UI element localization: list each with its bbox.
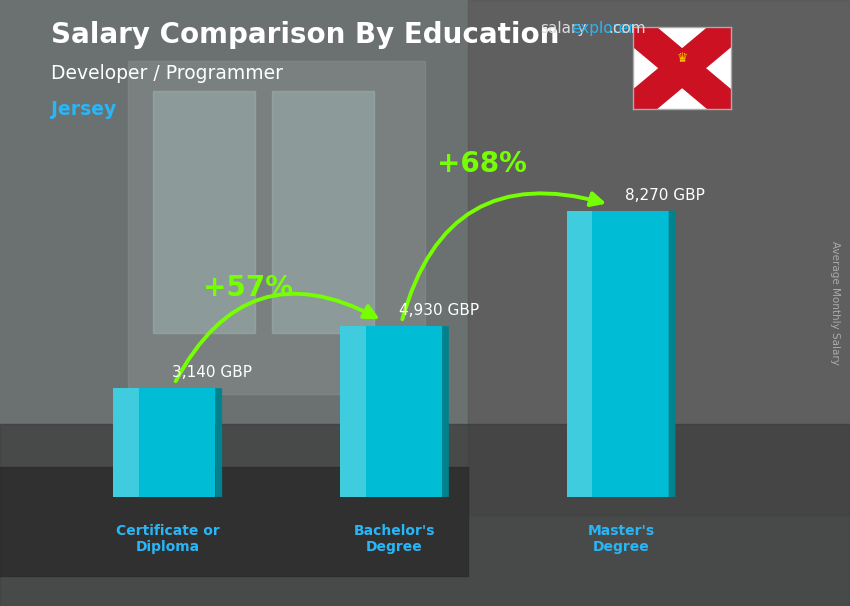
Polygon shape <box>113 388 215 497</box>
Polygon shape <box>633 27 731 109</box>
Polygon shape <box>340 326 366 497</box>
Text: 4,930 GBP: 4,930 GBP <box>399 303 479 318</box>
Polygon shape <box>567 210 669 497</box>
Polygon shape <box>669 210 676 497</box>
Text: Jersey: Jersey <box>51 100 116 119</box>
Polygon shape <box>340 326 442 497</box>
Text: +68%: +68% <box>437 150 527 179</box>
Text: Bachelor's
Degree: Bachelor's Degree <box>354 524 435 554</box>
Text: .com: .com <box>609 21 646 36</box>
Text: Salary Comparison By Education: Salary Comparison By Education <box>51 21 559 49</box>
Text: 8,270 GBP: 8,270 GBP <box>626 187 706 202</box>
Text: Certificate or
Diploma: Certificate or Diploma <box>116 524 219 554</box>
Polygon shape <box>633 27 731 109</box>
Text: salary: salary <box>540 21 586 36</box>
Bar <box>128 61 425 394</box>
Bar <box>0 467 468 576</box>
Text: 3,140 GBP: 3,140 GBP <box>172 365 252 380</box>
Bar <box>468 0 850 515</box>
Text: ♛: ♛ <box>677 52 688 65</box>
Text: Average Monthly Salary: Average Monthly Salary <box>830 241 840 365</box>
Polygon shape <box>442 326 449 497</box>
Polygon shape <box>567 210 592 497</box>
Polygon shape <box>215 388 222 497</box>
Text: +57%: +57% <box>203 274 293 302</box>
Text: explorer: explorer <box>571 21 635 36</box>
Text: Developer / Programmer: Developer / Programmer <box>51 64 283 82</box>
Text: Master's
Degree: Master's Degree <box>587 524 654 554</box>
Polygon shape <box>113 388 139 497</box>
Bar <box>0 424 850 606</box>
Bar <box>153 91 255 333</box>
Bar <box>272 91 374 333</box>
